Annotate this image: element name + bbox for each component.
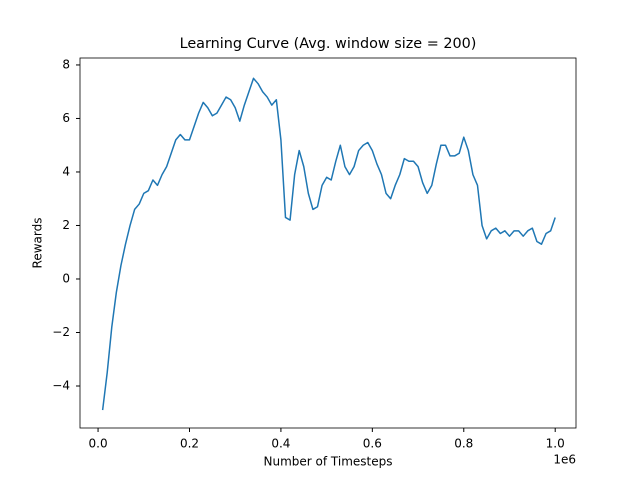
x-tick-label: 0.0	[89, 437, 108, 451]
y-tick-label: −4	[52, 378, 70, 392]
y-tick-label: 4	[62, 164, 70, 178]
x-offset-label: 1e6	[553, 453, 576, 467]
y-tick-label: 6	[62, 111, 70, 125]
x-tick-label: 0.2	[180, 437, 199, 451]
y-tick-label: 8	[62, 57, 70, 71]
x-tick-label: 0.6	[363, 437, 382, 451]
y-axis-label: Rewards	[31, 218, 45, 269]
x-tick-label: 0.4	[271, 437, 290, 451]
y-tick-label: −2	[52, 325, 70, 339]
x-tick-label: 1.0	[546, 437, 565, 451]
line-series	[101, 77, 556, 411]
chart-title: Learning Curve (Avg. window size = 200)	[180, 36, 477, 52]
x-axis-label: Number of Timesteps	[264, 455, 393, 469]
x-tick-label: 0.8	[454, 437, 473, 451]
plot-frame	[79, 57, 577, 429]
y-tick-label: 0	[62, 271, 70, 285]
y-tick-label: 2	[62, 218, 70, 232]
